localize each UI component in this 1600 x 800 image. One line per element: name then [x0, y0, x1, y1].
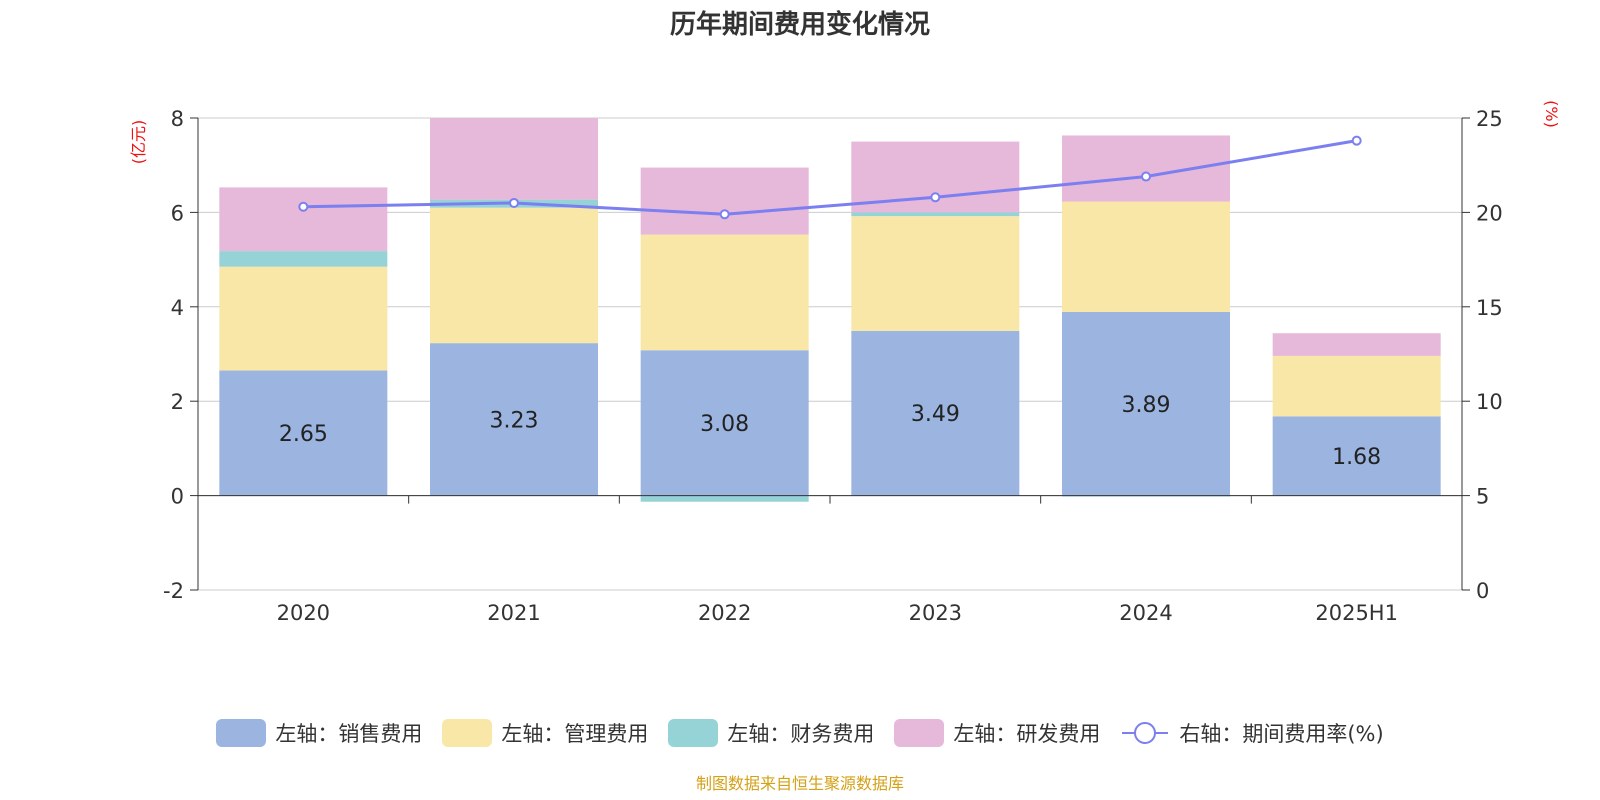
bar-segment-admin: [640, 234, 809, 351]
x-category-label: 2021: [487, 601, 540, 625]
right-tick-label: 25: [1476, 107, 1503, 131]
grid-lines: [198, 117, 1462, 591]
x-category-label: 2022: [698, 601, 751, 625]
bar-data-label: 3.08: [700, 412, 749, 437]
legend-item-admin[interactable]: 左轴：管理费用: [442, 718, 648, 748]
bar-segment-admin: [430, 207, 598, 344]
bar-segment-sales: [640, 350, 809, 496]
x-category-label: 2025H1: [1315, 601, 1398, 625]
chart-title: 历年期间费用变化情况: [669, 10, 930, 40]
right-tick-label: 5: [1476, 485, 1489, 509]
bar-segment-sales: [219, 370, 388, 496]
left-tick-label: 6: [171, 201, 184, 225]
right-tick-label: 20: [1476, 201, 1503, 225]
rate-point: [1351, 135, 1362, 146]
left-tick-label: 8: [171, 107, 184, 131]
bar-segment-rnd: [640, 167, 809, 235]
legend-label-sales: 左轴：销售费用: [275, 722, 423, 746]
bar-segment-finance: [640, 495, 809, 502]
legend-label-rate: 右轴：期间费用率(%): [1179, 722, 1384, 746]
right-axis-unit: (%): [1542, 100, 1561, 128]
left-tick-label: -2: [163, 579, 184, 603]
source-note: 制图数据来自恒生聚源数据库: [695, 774, 904, 793]
bar-data-label: 3.49: [911, 402, 960, 427]
data-labels: 2.65 3.23 3.08 3.49 3.89 1.68: [279, 393, 1381, 470]
legend-label-finance: 左轴：财务费用: [727, 722, 875, 746]
rate-line: [303, 139, 1357, 216]
rate-point: [298, 201, 309, 212]
chart-canvas: -2 0 2 4 6 8 0 5 10 15 20 25 (亿元) (%) 2020 2021 2022 2023…: [129, 100, 1561, 625]
rate-point: [719, 209, 730, 220]
bar-segment-rnd: [1062, 135, 1230, 202]
axes: -2 0 2 4 6 8 0 5 10 15 20 25 (亿元) (%) 2020 2021 2022 2023…: [129, 100, 1561, 625]
legend-label-rnd: 左轴：研发费用: [953, 722, 1101, 746]
right-tick-label: 15: [1476, 296, 1503, 320]
bar-segment-finance: [851, 212, 1020, 217]
right-tick-label: 10: [1476, 390, 1503, 414]
legend-item-rate[interactable]: 右轴：期间费用率(%): [1120, 718, 1384, 748]
bar-segment-sales: [851, 330, 1020, 496]
bar-segment-rnd: [430, 118, 598, 200]
bar-segment-admin: [851, 216, 1020, 331]
legend: 左轴：销售费用 左轴：管理费用 左轴：财务费用 左轴：研发费用 右轴：期间费用率…: [0, 718, 1600, 748]
bar-data-label: 1.68: [1332, 445, 1381, 470]
bar-data-label: 3.89: [1122, 393, 1171, 418]
x-category-label: 2023: [909, 601, 962, 625]
bar-segment-sales: [430, 343, 598, 496]
rate-point: [1141, 171, 1151, 182]
legend-swatch-rnd: [894, 719, 945, 747]
legend-swatch-finance: [668, 719, 719, 747]
legend-line-marker-icon: [1122, 722, 1169, 744]
x-category-label: 2020: [277, 601, 330, 625]
bar-data-label: 2.65: [279, 422, 328, 447]
legend-item-rnd[interactable]: 左轴：研发费用: [894, 718, 1100, 748]
left-axis-unit: (亿元): [129, 120, 148, 165]
rate-point: [509, 197, 519, 208]
rate-point: [930, 192, 941, 203]
bar-segment-finance: [219, 251, 388, 267]
x-category-label: 2024: [1119, 601, 1172, 625]
bar-segment-sales: [1062, 311, 1230, 496]
left-tick-label: 2: [171, 390, 184, 414]
bar-group: [219, 118, 1441, 502]
bar-segment-rnd: [219, 187, 388, 252]
bar-segment-rnd: [1272, 333, 1441, 356]
left-tick-label: 0: [171, 485, 184, 509]
legend-label-admin: 左轴：管理费用: [501, 722, 649, 746]
legend-item-finance[interactable]: 左轴：财务费用: [668, 718, 874, 748]
bar-segment-admin: [1272, 355, 1441, 417]
legend-swatch-admin: [442, 719, 493, 747]
bar-data-label: 3.23: [490, 408, 539, 433]
left-tick-label: 4: [171, 296, 184, 320]
legend-swatch-sales: [216, 719, 267, 747]
bar-segment-admin: [219, 266, 388, 371]
bar-segment-sales: [1272, 416, 1441, 496]
bar-segment-admin: [1062, 201, 1230, 312]
legend-item-sales[interactable]: 左轴：销售费用: [216, 718, 422, 748]
right-tick-label: 0: [1476, 579, 1489, 603]
rate-line-group: [298, 135, 1362, 220]
